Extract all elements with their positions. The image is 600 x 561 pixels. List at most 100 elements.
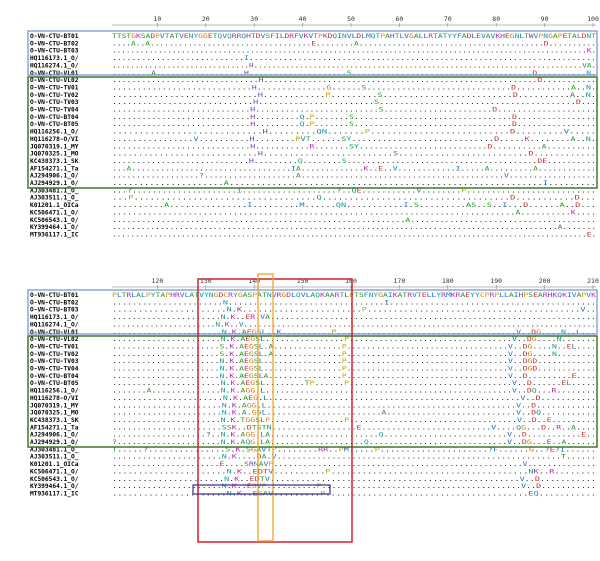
sequence-name: AJ294906.1_O/ [30, 432, 79, 439]
ruler-label: 40 [299, 15, 307, 23]
sequence-name: O-VN-CTU-VL02 [30, 77, 79, 84]
sequence-residues: ......................N.K.A.GSL.........… [112, 410, 596, 417]
sequence-residues: ............................H.........Q.… [112, 121, 596, 128]
reference-group-box-2 [27, 289, 598, 335]
sequence-residues: ......................N.K..EGVP.........… [112, 483, 596, 490]
alignment-row: O-VN-CTU-VL01 ........A..................… [30, 70, 596, 77]
sequence-name: K01201.1_OICa [30, 202, 79, 209]
sequence-residues: ........A..................H............… [112, 70, 596, 77]
sequence-residues: PLTRLALPYTAPHRVLATVYNGDCRYGASPATNVRGDLQV… [112, 292, 596, 299]
alignment-row: O-VN-CTU-BT03 ......................N.K..… [30, 307, 596, 314]
sequence-name: O-VN-CTU-BT01 [30, 33, 79, 40]
alignment-row: O-VN-CTU-TV03...........................… [30, 99, 596, 106]
ruler-label: 10 [153, 15, 161, 23]
sequence-residues: ............................H...........… [112, 107, 596, 114]
alignment-row: JQ070319.1_MY ......................N.K.A… [30, 402, 596, 409]
alignment-row: AJ303481.1_O_ ...?.....................I.… [30, 187, 596, 194]
alignment-row: MT936117.1_IC...........................… [30, 231, 596, 238]
sequence-name: AJ294929.1_O/ [30, 439, 79, 446]
sequence-residues: ......................N.K..EDTV.........… [112, 476, 596, 483]
alignment-row: AJ303511.1_O_ ......................N.K..… [30, 454, 596, 461]
ruler-label: 130 [200, 277, 212, 285]
alignment-row: O-VN-CTU-TV04 ......................N.K.A… [30, 366, 596, 373]
alignment-row: AJ294929.1_O/ ..................... A.....… [30, 180, 596, 187]
alignment-block-1: 10 20 30 40 50 60 70 80 90 100 O-VN-CTU-BT01 TTSTGK… [30, 15, 599, 238]
sequence-residues: ......................N.K.AEG.L.........… [112, 395, 596, 402]
alignment-row: AJ303481.1_O_ T.....?...............S.K.S… [30, 446, 596, 453]
sequence-name: O-VN-CTU-TV01 [30, 84, 79, 91]
alignment-row: O-VN-CTU-TV04...........................… [30, 107, 596, 114]
sequence-name: O-VN-CTU-BT05 [30, 380, 79, 387]
sequence-residues: ........................................… [112, 231, 596, 238]
sequence-residues: ......................N.K.AEGSL.........… [112, 366, 596, 373]
sequence-name: AJ294906.1_O/ [30, 173, 79, 180]
sequence-name: HQ116256.1_O/ [30, 388, 79, 395]
alignment-row: KC506543.1_O/ ......................N.K..… [30, 476, 596, 483]
ruler-label: 170 [394, 277, 406, 285]
alignment-row: AF154271.1_Ta ......................SSK..… [30, 424, 596, 431]
sequence-residues: ........................................… [112, 48, 596, 55]
sequence-name: AF154271.1_Ta [30, 424, 79, 431]
alignment-row: JQ070325.1_MO ......................N.K.A… [30, 410, 596, 417]
sequence-name: HQ116278-O/VI [30, 136, 79, 143]
orange-column-box [257, 273, 274, 542]
sequence-name: HQ116173.1_O/ [30, 314, 79, 321]
sequence-residues: ..............................H.........… [112, 77, 596, 84]
sequence-name: O-VN-CTU-TV03 [30, 358, 79, 365]
sequence-residues: ..............................H.........… [112, 62, 596, 69]
sequence-residues: ......................N.K..V............… [112, 321, 596, 328]
ruler-label: 60 [395, 15, 403, 23]
ruler-label: 190 [490, 277, 502, 285]
red-region-box [197, 278, 353, 543]
vietnam-group-box-1 [27, 76, 598, 189]
alignment-row: AJ294906.1_O/ ...................?..N.K.A… [30, 432, 596, 439]
ruler-label: 150 [297, 277, 309, 285]
sequence-name: AJ303511.1_O_ [30, 454, 79, 461]
sequence-residues: .......A..............N.K.AGG.L.........… [112, 388, 596, 395]
alignment-row: O-VN-CTU-VL01 ......................N.K.A… [30, 329, 596, 336]
alignment-row: O-VN-CTU-BT02 ......................N....… [30, 299, 596, 306]
sequence-residues: ......................N.K..EDTV.........… [112, 468, 596, 475]
ruler-label: 70 [444, 15, 452, 23]
alignment-row: AF154271.1_Ta ...A.......................… [30, 165, 596, 172]
sequence-name: JQ070319.1_MY [30, 402, 79, 409]
sequence-name: KY399464.1_O/ [30, 483, 79, 490]
alignment-row: HQ116256.1_O/ .......A..............N.K.A… [30, 388, 596, 395]
alignment-row: JQ070319.1_MY...........................… [30, 143, 596, 150]
alignment-row: HQ116173.1_O/...........................… [30, 55, 596, 62]
sequence-name: O-VN-CTU-TV04 [30, 107, 79, 114]
alignment-row: O-VN-CTU-BT02 ....A..A...................… [30, 40, 596, 47]
alignment-row: O-VN-CTU-BT01 TTSTGKSADPVTATVENYGGETQVQRR… [30, 33, 596, 40]
sequence-name: JQ070325.1_MO [30, 410, 79, 417]
sequence-residues: ........................................… [112, 209, 596, 216]
alignment-row: O-VN-CTU-TV01 ......................S.K.A… [30, 343, 596, 350]
ruler-label: 100 [587, 15, 599, 23]
sequence-name: O-VN-CTU-BT02 [30, 299, 79, 306]
sequence-residues: ...A.................................IA.… [112, 165, 596, 172]
sequence-name: O-VN-CTU-BT02 [30, 40, 79, 47]
sequence-name: O-VN-CTU-TV02 [30, 92, 79, 99]
sequence-residues: ......................N.K.TGGSLP........… [112, 417, 596, 424]
sequence-residues: ........................................… [112, 224, 596, 231]
sequence-residues: ......................N.K.AEGSL.........… [112, 358, 596, 365]
sequence-residues: ............................H...........… [112, 151, 596, 158]
alignment-row: KC438373.1_SK...........................… [30, 158, 596, 165]
alignment-row: HQ116274.1_O/...........................… [30, 62, 596, 69]
alignment-row: O-VN-CTU-BT04 ......................N.K.A… [30, 373, 596, 380]
alignment-row: O-VN-CTU-TV02...........................… [30, 92, 596, 99]
ruler-label: 50 [347, 15, 355, 23]
alignment-row: KC506471.1_O/ ......................N.K..… [30, 468, 596, 475]
sequence-name: AJ294929.1_O/ [30, 180, 79, 187]
sequence-residues: ......................N.K....DA.V.......… [112, 454, 596, 461]
sequence-name: O-VN-CTU-TV03 [30, 99, 79, 106]
alignment-row: K01201.1_OICa ..........A...............I… [30, 202, 596, 209]
sequence-residues: ......................SSK..DTSTN........… [112, 424, 596, 431]
sequence-name: AJ303481.1_O_ [30, 446, 79, 453]
ruler-label: 20 [202, 15, 210, 23]
sequence-residues: ...................?..N.K.AGG.LA........… [112, 432, 596, 439]
sequence-residues: ......................S.K.AEGSL.A.......… [112, 343, 596, 350]
alignment-row: O-VN-CTU-BT01 PLTRLALPYTAPHRVLATVYNGDCRYG… [30, 292, 596, 299]
alignment-row: KY399464.1_O/...........................… [30, 224, 596, 231]
sequence-residues: T.....?...............S.K.SGAVTP........… [112, 446, 596, 453]
sequence-name: O-VN-CTU-BT04 [30, 373, 79, 380]
